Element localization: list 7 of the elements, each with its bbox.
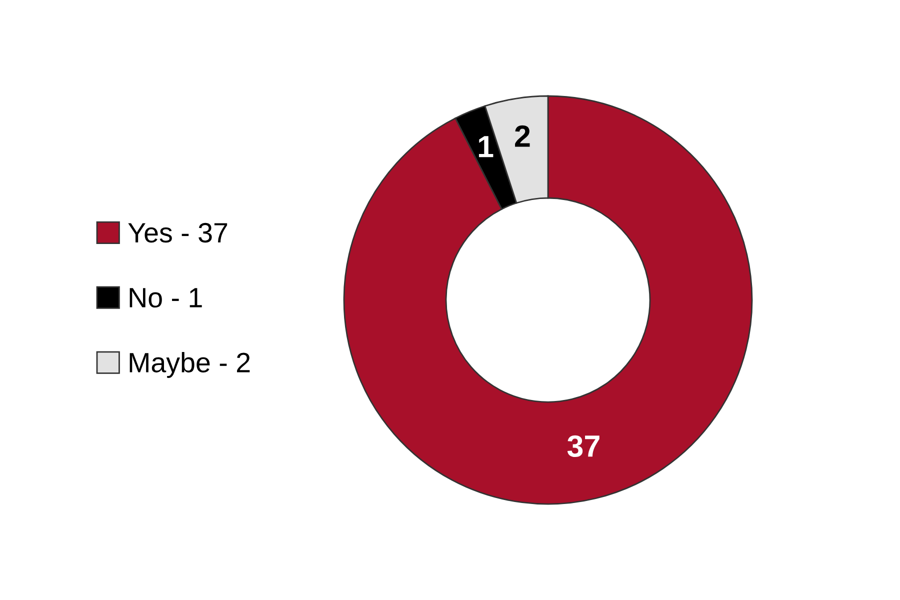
donut-slice: [343, 95, 753, 505]
data-label: 2: [515, 125, 530, 147]
legend-label: Maybe - 2: [130, 352, 250, 378]
legend-label: Yes - 37: [128, 222, 228, 243]
legend-label: No - 1: [130, 288, 202, 308]
data-label: 37: [567, 435, 600, 458]
data-label: 1: [478, 136, 494, 158]
